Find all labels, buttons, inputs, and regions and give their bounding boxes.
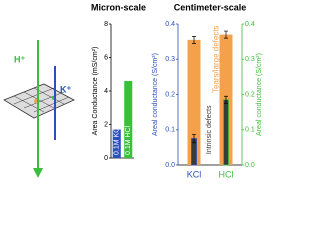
y-tick-label: 0	[104, 155, 108, 162]
ion-label: K⁺	[60, 84, 71, 94]
y2-tick-label: 0.1	[245, 127, 255, 134]
bar	[112, 129, 121, 158]
y2-axis-label: Areal conductance (S/cm²)	[256, 53, 263, 136]
y-tick-label: 0.1	[165, 127, 175, 134]
y2-tick-label: 0.2	[245, 91, 255, 98]
chart-title: Micron-scale	[91, 2, 146, 12]
ion-label: H⁺	[14, 54, 25, 64]
y-tick-label: 8	[104, 21, 108, 28]
y-tick-label: 0.3	[165, 56, 175, 63]
bar	[223, 99, 229, 166]
bar	[124, 80, 133, 158]
arrow-head	[33, 168, 43, 178]
y2-tick-label: 0.4	[245, 21, 255, 28]
y2-tick-label: 0.0	[245, 162, 255, 169]
error-bar	[224, 30, 228, 39]
x-tick-label: HCl	[219, 169, 234, 179]
y-tick-label: 0.0	[165, 162, 175, 169]
error-bar	[224, 95, 228, 104]
y-tick-label: 6	[104, 54, 108, 61]
y-tick-label: 0.4	[165, 21, 175, 28]
bar-label: 0.1M HCl	[125, 125, 132, 155]
error-bar	[192, 133, 196, 144]
series-label: Intrinsic defects	[206, 105, 213, 154]
chart-title: Centimeter-scale	[174, 2, 247, 12]
y-tick-label: 0.2	[165, 91, 175, 98]
y2-tick-label: 0.3	[245, 56, 255, 63]
error-bar	[192, 35, 196, 44]
graphene-diagram: H⁺ K⁺	[3, 40, 75, 178]
y-tick-label: 2	[104, 121, 108, 128]
y-axis-label: Areal conductance (S/cm²)	[152, 53, 159, 136]
y-axis-label: Area Conductance (mS/cm²)	[92, 47, 99, 136]
series-label: Tears/large defects	[212, 25, 221, 93]
x-tick-label: KCl	[187, 169, 202, 179]
bar	[187, 39, 201, 165]
bar-label: 0.1M KCl	[114, 126, 121, 155]
y-tick-label: 4	[104, 88, 108, 95]
figure: H⁺ K⁺ Micron-scale 0 2 4 6 8 Area Conductance …	[3, 2, 263, 179]
